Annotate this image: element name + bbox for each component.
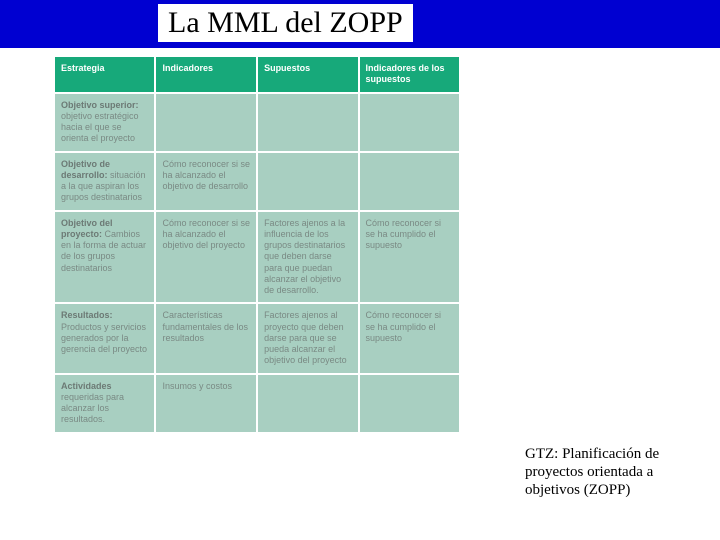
cell-indicadores-supuestos: Cómo reconocer si se ha cumplido el supu… <box>359 303 460 373</box>
table-row: Objetivo del proyecto: Cambios en la for… <box>54 211 460 304</box>
cell-indicadores-supuestos <box>359 374 460 433</box>
cell-supuestos: Factores ajenos al proyecto que deben da… <box>257 303 358 373</box>
cell-estrategia: Objetivo superior: objetivo estratégico … <box>54 93 155 152</box>
cell-estrategia: Resultados: Productos y servicios genera… <box>54 303 155 373</box>
col-indicadores: Indicadores <box>155 56 257 93</box>
col-estrategia: Estrategia <box>54 56 155 93</box>
row-lead-term: Actividades <box>61 381 112 391</box>
row-lead-term: Resultados: <box>61 310 113 320</box>
table-header-row: Estrategia Indicadores Supuestos Indicad… <box>54 56 460 93</box>
cell-indicadores: Cómo reconocer si se ha alcanzado el obj… <box>155 152 257 211</box>
cell-estrategia: Objetivo de desarrollo: situación a la q… <box>54 152 155 211</box>
row-lead-term: Objetivo de desarrollo: <box>61 159 110 180</box>
cell-indicadores-supuestos <box>359 152 460 211</box>
cell-indicadores-supuestos <box>359 93 460 152</box>
cell-supuestos <box>257 152 358 211</box>
row-lead-rest: requeridas para alcanzar los resultados. <box>61 392 124 425</box>
row-lead-term: Objetivo superior: <box>61 100 139 110</box>
cell-estrategia: Objetivo del proyecto: Cambios en la for… <box>54 211 155 304</box>
cell-supuestos: Factores ajenos a la influencia de los g… <box>257 211 358 304</box>
table-row: Actividades requeridas para alcanzar los… <box>54 374 460 433</box>
col-supuestos: Supuestos <box>257 56 358 93</box>
cell-indicadores <box>155 93 257 152</box>
col-indicadores-supuestos: Indicadores de los supuestos <box>359 56 460 93</box>
row-lead-rest: Productos y servicios generados por la g… <box>61 322 147 355</box>
cell-supuestos <box>257 93 358 152</box>
cell-indicadores: Cómo reconocer si se ha alcanzado el obj… <box>155 211 257 304</box>
table-row: Objetivo superior: objetivo estratégico … <box>54 93 460 152</box>
cell-estrategia: Actividades requeridas para alcanzar los… <box>54 374 155 433</box>
mml-matrix: Estrategia Indicadores Supuestos Indicad… <box>53 55 461 434</box>
cell-indicadores-supuestos: Cómo reconocer si se ha cumplido el supu… <box>359 211 460 304</box>
page-title: La MML del ZOPP <box>158 4 413 42</box>
table-row: Objetivo de desarrollo: situación a la q… <box>54 152 460 211</box>
cell-indicadores: Características fundamentales de los res… <box>155 303 257 373</box>
title-bar: La MML del ZOPP <box>0 0 720 48</box>
source-caption: GTZ: Planificación de proyectos orientad… <box>525 445 700 499</box>
row-lead-rest: objetivo estratégico hacia el que se ori… <box>61 111 139 144</box>
table-row: Resultados: Productos y servicios genera… <box>54 303 460 373</box>
cell-supuestos <box>257 374 358 433</box>
cell-indicadores: Insumos y costos <box>155 374 257 433</box>
